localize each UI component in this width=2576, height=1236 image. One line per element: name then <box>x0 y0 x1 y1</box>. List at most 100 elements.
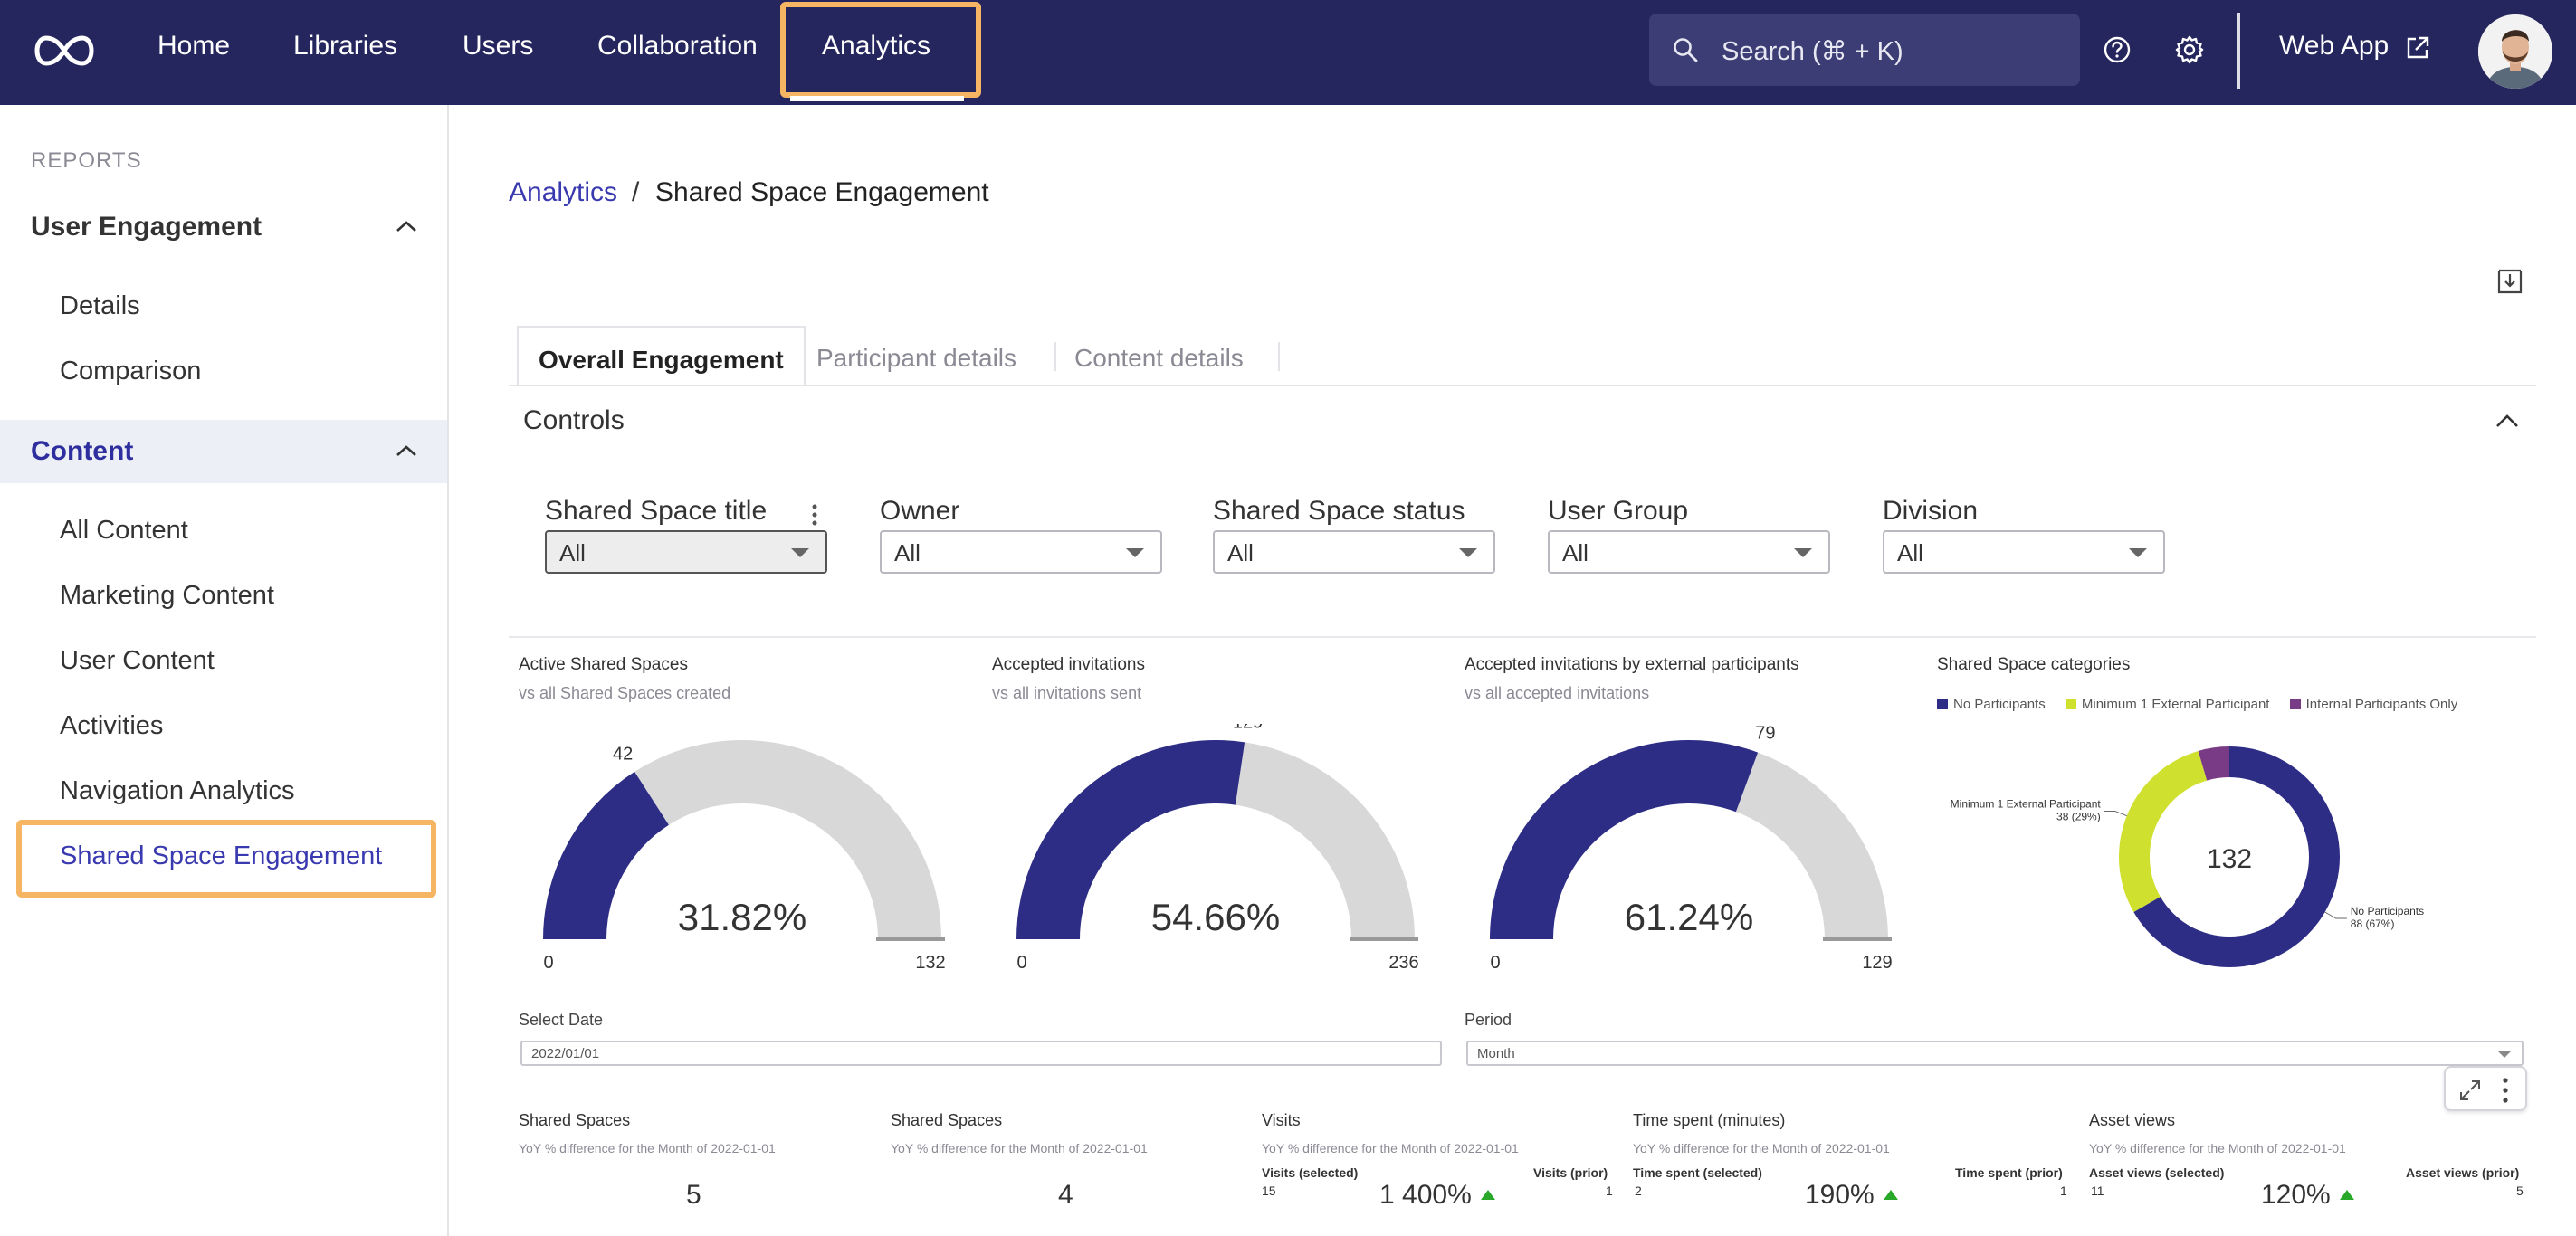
sidebar-item-marketing-content[interactable]: Marketing Content <box>60 581 274 610</box>
filter-select-owner[interactable]: All <box>880 530 1162 574</box>
filter-value: All <box>1897 539 1923 566</box>
gauge-subtitle: vs all Shared Spaces created <box>519 684 731 702</box>
nav-home[interactable]: Home <box>157 31 231 61</box>
gauge-min-label: 0 <box>1016 953 1026 968</box>
sidebar-item-details[interactable]: Details <box>60 291 140 320</box>
kpi-value: 4 <box>1058 1180 1073 1210</box>
kpi-title-shared-spaces-2: Shared Spaces <box>891 1111 1003 1129</box>
gauge-min-label: 0 <box>543 953 553 968</box>
donut-slice-label: 88 (67%) <box>2351 917 2395 930</box>
period-select[interactable]: Month <box>1466 1041 2524 1066</box>
legend-item[interactable]: Minimum 1 External Participant <box>2065 697 2270 712</box>
period-label: Period <box>1465 1011 1512 1029</box>
kpi-title-time-spent: Time spent (minutes) <box>1633 1111 1786 1129</box>
gauge-value-label: 42 <box>613 744 633 764</box>
kpi-pct-value: 120% <box>2261 1180 2331 1210</box>
more-vertical-icon[interactable] <box>2502 1077 2509 1104</box>
help-circle-icon[interactable] <box>2102 34 2132 65</box>
donut-title: Shared Space categories <box>1937 655 2131 674</box>
kpi-prior-value: 5 <box>2516 1184 2524 1198</box>
tab-separator <box>1278 342 1280 371</box>
gauge-percent-label: 54.66% <box>1151 896 1280 938</box>
sidebar-item-user-content[interactable]: User Content <box>60 646 215 675</box>
gear-icon[interactable] <box>2174 34 2205 65</box>
sidebar-item-activities[interactable]: Activities <box>60 711 164 740</box>
filter-value: All <box>1227 539 1254 566</box>
sidebar-item-comparison[interactable]: Comparison <box>60 357 202 385</box>
filter-select-user-group[interactable]: All <box>1548 530 1830 574</box>
tab-overall-engagement[interactable]: Overall Engagement <box>517 326 806 385</box>
gauge-chart-accepted-invitations: 129 0 236 54.66% <box>1016 724 1419 968</box>
download-icon[interactable] <box>2496 266 2524 295</box>
sidebar-section-user-engagement[interactable]: User Engagement <box>31 212 262 242</box>
filter-select-shared-space-title[interactable]: All <box>545 530 827 574</box>
donut-slice <box>2119 750 2208 912</box>
gauge-title-accepted-invitations: Accepted invitations <box>992 655 1145 674</box>
gauge-max-label: 129 <box>1862 953 1892 968</box>
kpi-prior-label: Asset views (prior) <box>2406 1165 2520 1180</box>
select-date-label: Select Date <box>519 1011 604 1029</box>
external-link-icon[interactable] <box>2404 34 2431 62</box>
legend-item[interactable]: No Participants <box>1937 697 2046 712</box>
kpi-subtitle: YoY % difference for the Month of 2022-0… <box>2089 1141 2346 1155</box>
sidebar-item-navigation-analytics[interactable]: Navigation Analytics <box>60 776 295 805</box>
kpi-selected-label: Asset views (selected) <box>2089 1165 2225 1180</box>
gauge-value-arc <box>1490 740 1759 939</box>
chevron-up-icon[interactable] <box>395 219 418 233</box>
nav-users[interactable]: Users <box>463 31 534 61</box>
nav-analytics-highlight <box>780 2 981 98</box>
more-vertical-icon[interactable] <box>811 503 818 527</box>
filter-select-division[interactable]: All <box>1883 530 2165 574</box>
sidebar-section-content-bg <box>0 420 447 483</box>
kpi-title-shared-spaces: Shared Spaces <box>519 1111 631 1129</box>
caret-down-icon <box>791 548 809 557</box>
nav-analytics[interactable]: Analytics <box>822 31 931 61</box>
tab-separator <box>1054 342 1056 371</box>
gauge-track-arc <box>634 740 941 939</box>
gauge-percent-label: 61.24% <box>1625 896 1753 938</box>
legend-label: Minimum 1 External Participant <box>2081 697 2270 712</box>
chevron-up-icon[interactable] <box>395 443 418 458</box>
kpi-subtitle: YoY % difference for the Month of 2022-0… <box>1262 1141 1519 1155</box>
filter-label-shared-space-status: Shared Space status <box>1213 496 1465 526</box>
sidebar-section-content[interactable]: Content <box>31 436 134 466</box>
donut-center-label: 132 <box>2207 844 2252 874</box>
kpi-pct-change: 190% <box>1805 1180 1898 1211</box>
nav-active-underline <box>790 96 964 101</box>
sidebar-header: REPORTS <box>31 148 142 173</box>
sidebar-item-all-content[interactable]: All Content <box>60 516 188 545</box>
nav-libraries[interactable]: Libraries <box>293 31 398 61</box>
expand-icon[interactable] <box>2458 1079 2482 1102</box>
sidebar: REPORTS User Engagement Details Comparis… <box>0 105 449 1236</box>
donut-slice-label: No Participants <box>2351 905 2424 917</box>
kpi-title-asset-views: Asset views <box>2089 1111 2176 1129</box>
widget-toolbar <box>2444 1066 2527 1111</box>
breadcrumb-analytics-link[interactable]: Analytics <box>509 177 618 207</box>
select-date-input[interactable]: 2022/01/01 <box>520 1041 1442 1066</box>
search-input[interactable]: Search (⌘ + K) <box>1649 14 2080 86</box>
navbar-divider <box>2237 13 2240 89</box>
page-title: Shared Space Engagement <box>655 177 989 207</box>
search-icon <box>1674 38 1698 62</box>
sidebar-item-shared-space-engagement[interactable]: Shared Space Engagement <box>60 841 383 870</box>
section-divider <box>509 636 2536 638</box>
infinity-logo-icon[interactable] <box>34 33 94 69</box>
tab-participant-details[interactable]: Participant details <box>816 344 1017 372</box>
avatar[interactable] <box>2478 14 2552 89</box>
filter-select-shared-space-status[interactable]: All <box>1213 530 1495 574</box>
kpi-prior-value: 1 <box>2060 1184 2067 1198</box>
chevron-up-icon[interactable] <box>2495 413 2520 429</box>
gauge-title-active-shared-spaces: Active Shared Spaces <box>519 655 688 674</box>
period-value: Month <box>1477 1046 1515 1061</box>
nav-collaboration[interactable]: Collaboration <box>597 31 758 61</box>
tab-content-details[interactable]: Content details <box>1074 344 1244 372</box>
gauge-chart-active-shared-spaces: 42 0 132 31.82% <box>543 740 946 968</box>
gauge-percent-label: 31.82% <box>678 896 806 938</box>
donut-slice <box>2198 746 2229 781</box>
gauge-value-label: 79 <box>1755 724 1775 744</box>
legend-item[interactable]: Internal Participants Only <box>2289 697 2457 712</box>
web-app-link[interactable]: Web App <box>2279 31 2390 61</box>
gauge-value-label: 129 <box>1233 724 1263 733</box>
caret-down-icon <box>2129 548 2147 557</box>
legend-swatch <box>1937 699 1948 709</box>
